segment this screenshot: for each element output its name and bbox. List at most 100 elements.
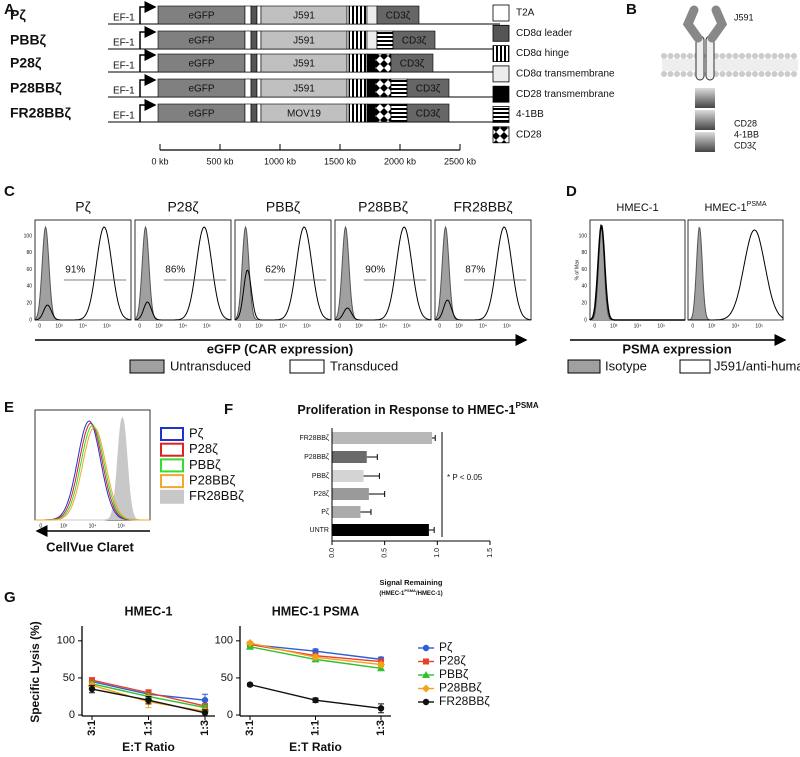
y-tick-label: 20 <box>26 301 32 307</box>
lipid-head <box>719 53 726 59</box>
lipid-head <box>661 71 667 77</box>
histogram-curve <box>134 226 232 321</box>
binder-label: MOV19 <box>287 109 321 120</box>
domain-cd28tm <box>366 53 376 73</box>
lipid-head <box>680 71 687 77</box>
x-tick-label: 10⁵ <box>103 323 111 329</box>
marker <box>312 696 319 704</box>
domain-label: CD28 <box>734 118 757 128</box>
x-tick-label: 1.5 <box>487 548 494 558</box>
domain-cd8tm <box>366 30 378 50</box>
domain-cd28 <box>374 103 392 123</box>
reporter-label: eGFP <box>188 84 214 95</box>
x-tick-label: 10⁴ <box>179 323 187 329</box>
marker <box>145 696 152 704</box>
histogram-curve <box>234 226 332 321</box>
lipid-head <box>765 53 771 59</box>
legend-swatch <box>492 45 510 62</box>
x-tick-label: 10³ <box>455 323 463 329</box>
histogram-curve <box>434 225 531 321</box>
y-tick-label: 0 <box>69 709 75 721</box>
lipid-head <box>674 71 680 77</box>
marker <box>377 705 385 712</box>
chart-title: Proliferation in Response to HMEC-1PSMA <box>297 401 538 417</box>
lipid-head <box>752 71 758 77</box>
binder-label: J591 <box>293 84 315 95</box>
y-tick-label: 0 <box>29 317 32 323</box>
x-tick-label: 10⁵ <box>117 523 125 529</box>
x-tick-label: 10⁴ <box>89 523 97 529</box>
promoter-label: EF-1 <box>113 61 135 72</box>
domain-cd28tm <box>366 78 376 98</box>
domain-hinge <box>348 30 368 50</box>
lipid-head <box>739 53 745 59</box>
domain-cd3z <box>406 103 450 123</box>
domain-t2a <box>256 5 262 25</box>
lipid-head <box>674 53 680 59</box>
domain-cd3z <box>390 53 434 73</box>
sublabel-part: /HMEC-1) <box>416 591 443 597</box>
bar <box>332 451 367 463</box>
lipid-head <box>758 71 765 77</box>
promoter-label: EF-1 <box>113 86 135 97</box>
x-tick-label: 10³ <box>55 323 63 329</box>
lipid-head <box>791 71 797 77</box>
y-tick-label: 50 <box>63 672 75 684</box>
binder-label: J591 <box>293 59 315 70</box>
panel-label: D <box>566 183 577 200</box>
legend-label: FR28BBζ <box>439 694 490 708</box>
x-tick-label: 1:1 <box>309 720 321 736</box>
scale-tick-label: 1500 kb <box>324 156 356 166</box>
legend-label: P28BBζ <box>189 473 235 488</box>
x-tick-label: 10³ <box>155 323 163 329</box>
legend-label: CD8α transmembrane <box>516 69 615 80</box>
lipid-head <box>719 71 726 77</box>
x-axis-label: E:T Ratio <box>122 740 175 754</box>
x-tick-label: 10⁵ <box>303 323 311 329</box>
panel-label: E <box>4 399 14 416</box>
signal-block <box>705 132 715 152</box>
histogram-curve <box>234 225 331 321</box>
lipid-head <box>687 53 693 59</box>
marker <box>422 644 430 652</box>
legend-swatch <box>160 458 184 473</box>
histogram-curve <box>34 226 132 321</box>
domain-bb <box>376 30 394 50</box>
legend-label: Pζ <box>439 640 453 654</box>
y-tick-label: 100 <box>24 233 33 239</box>
legend-swatch <box>492 24 510 42</box>
construct-name: Pζ <box>10 7 26 23</box>
sample-title: HMEC-1PSMA <box>704 201 766 214</box>
x-tick-label: 10³ <box>355 323 363 329</box>
construct-name: P28BBζ <box>10 80 62 96</box>
marker <box>311 653 320 662</box>
legend-swatch <box>567 359 601 374</box>
domain-t2a <box>244 53 252 73</box>
lipid-head <box>765 71 771 77</box>
domain-hinge <box>348 5 368 25</box>
domain-cd28 <box>374 78 392 98</box>
legend-label: PBBζ <box>189 457 221 472</box>
y-tick-label: 60 <box>581 267 587 273</box>
signal-block <box>695 88 705 108</box>
title-text: Proliferation in Response to HMEC-1 <box>297 403 515 417</box>
y-tick-label: 40 <box>26 284 32 290</box>
marker <box>246 681 254 688</box>
legend-label: FR28BBζ <box>189 488 244 503</box>
domain-t2a <box>256 53 262 73</box>
promoter-arrow <box>139 49 157 72</box>
gate-percent: 86% <box>165 265 185 276</box>
y-tick-label: 100 <box>57 635 75 647</box>
x-tick-label: 0 <box>38 323 41 329</box>
x-tick-label: 10⁴ <box>79 323 87 329</box>
lipid-head <box>661 53 667 59</box>
panel-label: G <box>4 589 16 606</box>
x-tick-label: 0 <box>691 323 694 329</box>
y-tick-label: UNTR <box>310 527 329 534</box>
membrane <box>662 59 798 71</box>
legend-label: P28ζ <box>189 441 218 456</box>
y-tick-label: 20 <box>581 301 587 307</box>
legend-label: CD8α leader <box>516 28 573 39</box>
x-tick-label: 10³ <box>610 323 618 329</box>
lipid-head <box>745 71 752 77</box>
